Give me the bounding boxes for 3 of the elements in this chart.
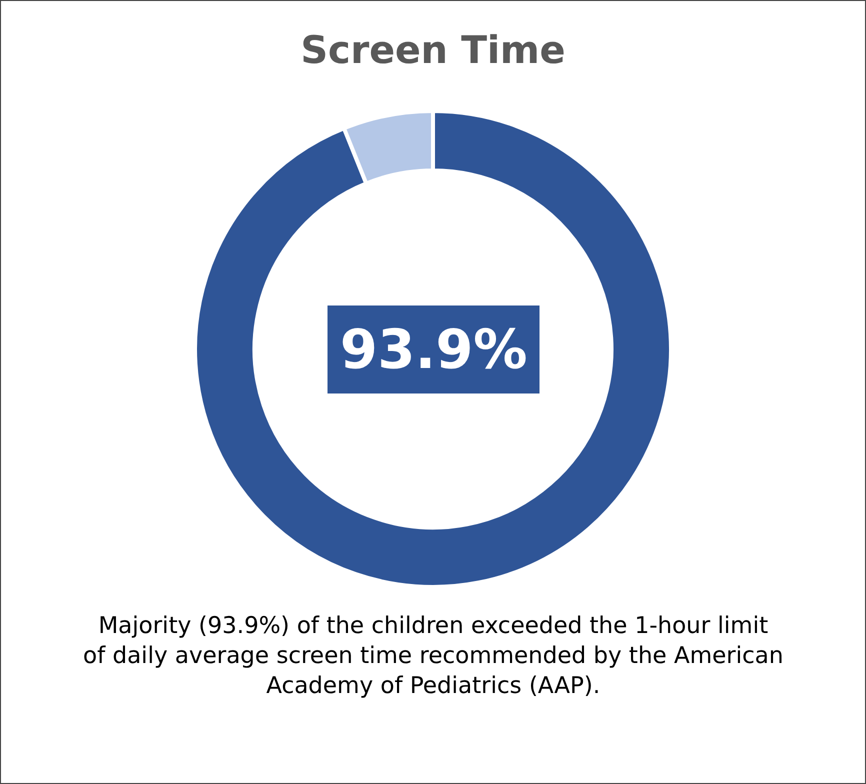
data-label: 93.9% xyxy=(340,318,528,381)
text: Majority (93.9%) of the children exceeded the 1-hour limit of daily average screen time recommended by the American Academy of Pediatrics (AAP). xyxy=(83,613,784,699)
chart-title: Screen Time xyxy=(300,28,566,72)
